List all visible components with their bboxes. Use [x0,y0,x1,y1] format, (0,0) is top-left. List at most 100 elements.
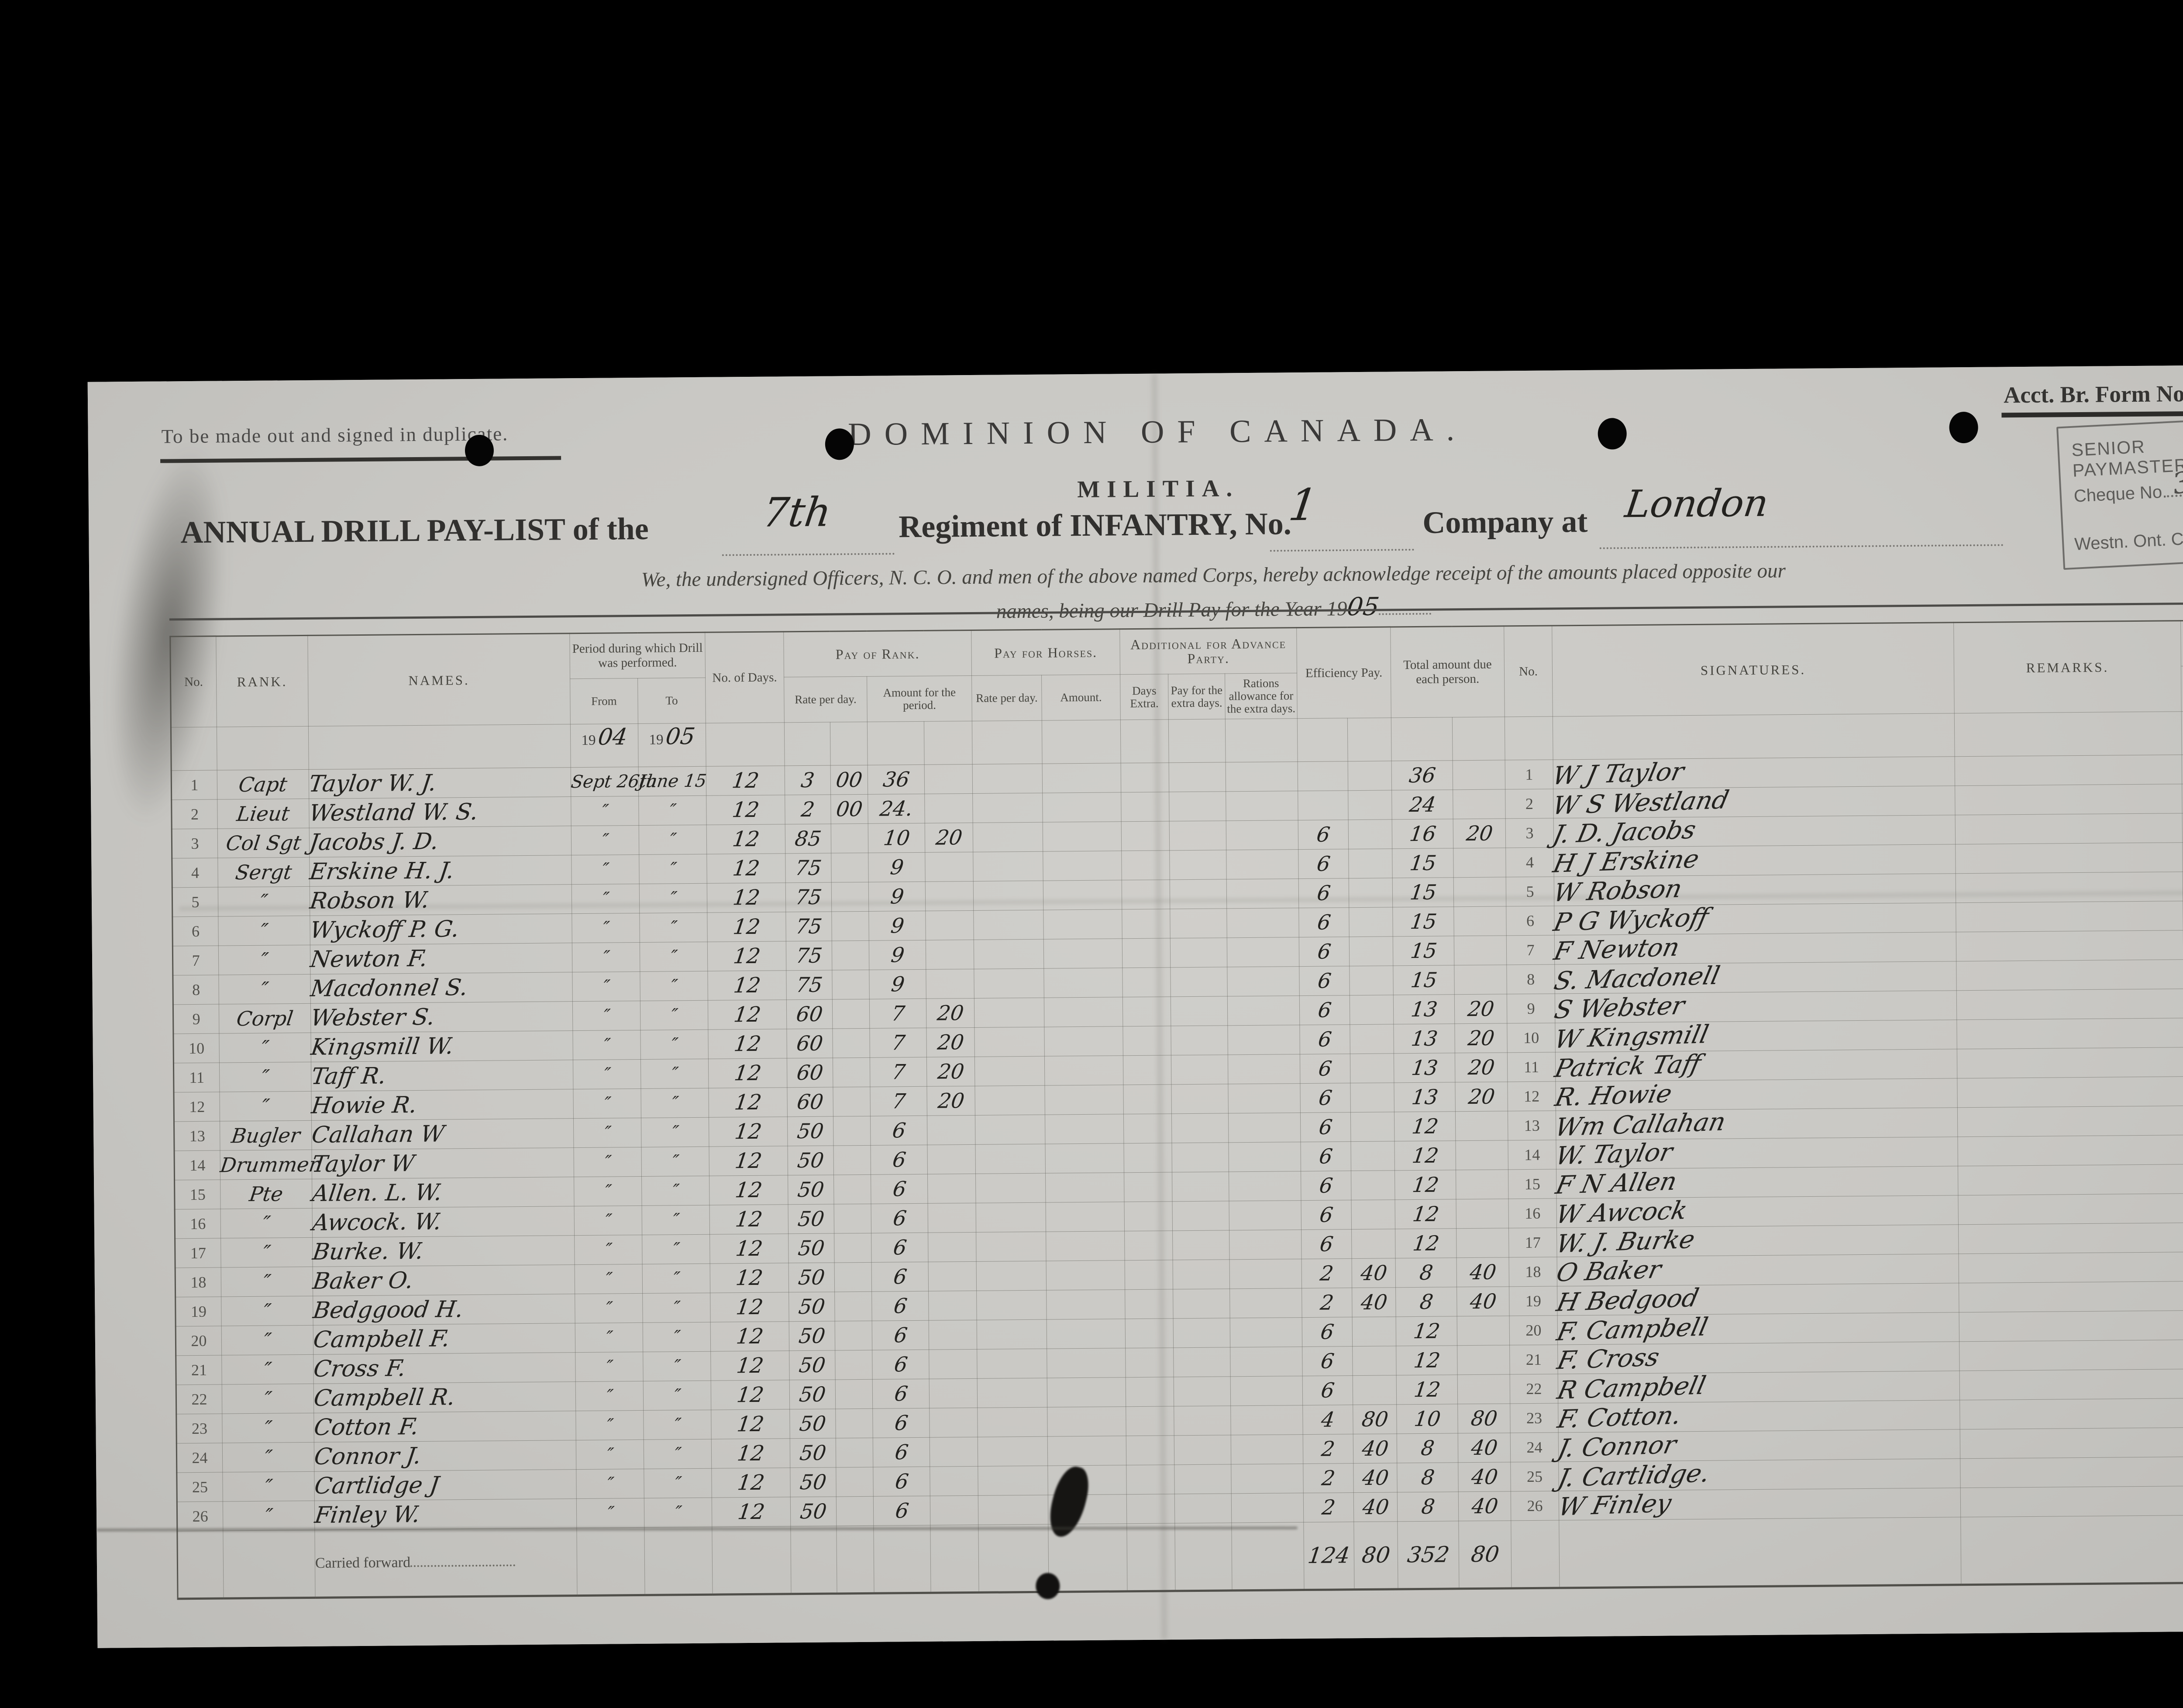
cell-signature: Patrick Taff [1552,1049,1957,1083]
cell-from: ″ [574,1205,642,1236]
cell-days: 12 [711,1467,791,1498]
cell-signature: S Webster [1552,990,1957,1024]
cell-total-cents [1456,1169,1509,1199]
cell-rate-dollars: 50 [788,1291,835,1322]
cell-row-number-right: 12 [1507,1081,1556,1111]
cell-horses-rate [978,1495,1048,1525]
cell-amount-dollars: 24. [868,794,925,824]
cell-pay-extra [1171,1054,1228,1085]
cell-efficiency-cents [1350,1141,1395,1171]
cell-to: ″ [643,1351,711,1381]
header-deductions: DEDUCTIONS. [2180,620,2183,666]
cell-rate-dollars: 50 [789,1350,836,1380]
cell-horses-amount [1045,1172,1125,1203]
cell-horses-amount [1046,1231,1125,1261]
cell-days: 12 [711,1380,790,1410]
cell-efficiency-dollars: 6 [1301,1200,1352,1230]
cell-total-cents: 40 [1458,1491,1511,1521]
cell-efficiency-cents: 40 [1352,1287,1396,1317]
cell-rate-cents [836,1438,873,1467]
cell-from: Sept 26th [570,767,659,797]
cell-rations [1228,1142,1301,1172]
cell-pay-extra [1172,1230,1230,1260]
cell-name: Finley W. [313,1498,577,1530]
punch-hole [465,434,494,467]
cell-efficiency-dollars: 6 [1299,937,1350,967]
cell-rate-dollars: 50 [788,1204,834,1234]
cell-rank: Col Sgt [217,828,310,858]
cell-remarks [1958,1222,2183,1254]
cell-amount-dollars: 6 [872,1379,930,1409]
cell-days-extra [1123,1113,1172,1143]
cell-rate-dollars: 60 [786,999,833,1029]
cell-amount-cents [930,1466,978,1496]
cell-efficiency-cents [1351,1170,1395,1200]
cell-days-extra [1126,1406,1174,1436]
cell-rations [1226,908,1299,938]
cell-days: 12 [711,1438,790,1469]
cell-signature: F. Cotton. [1555,1400,1960,1434]
cell-horses-rate [977,1407,1048,1437]
cell-remarks [1958,1164,2183,1195]
cell-rate-dollars: 85 [785,824,831,854]
cell-rank: Bugler [220,1120,312,1151]
cell-days: 12 [707,970,787,1001]
title-part-2: Regiment of INFANTRY, No. [899,506,1292,544]
cell-row-number: 4 [172,858,218,888]
cell-row-number-right: 23 [1510,1403,1559,1433]
cell-row-number-right: 6 [1506,906,1555,936]
cell-days-extra [1122,879,1170,909]
cell-remarks [1957,1076,2183,1108]
cell-horses-amount [1042,792,1122,823]
cell-amount-dollars: 10 [868,823,925,853]
cell-horses-amount [1047,1436,1126,1466]
cell-signature: R. Howie [1553,1078,1958,1112]
cell-horses-amount [1046,1202,1125,1232]
cell-name: Webster S. [309,1001,573,1033]
cell-name: Cross F. [312,1352,576,1384]
header-horses-rate: Rate per day. [971,675,1042,721]
cell-amount-dollars: 9 [869,969,926,999]
cell-days-extra [1121,821,1170,851]
cell-rank: ″ [222,1384,314,1414]
header-deductions-note: These columns for use of Camp or Distric… [2181,665,2183,712]
cell-days-extra [1121,792,1170,822]
cell-to: ″ [639,854,707,884]
cell-row-number-right: 7 [1506,935,1555,965]
cell-efficiency-cents [1348,761,1392,791]
cell-row-number: 18 [175,1267,221,1297]
cell-days: 12 [706,824,785,854]
cell-to: ″ [642,1205,710,1235]
cell-rate-dollars: 60 [786,1029,833,1058]
cell-horses-amount [1043,851,1122,881]
header-rations: Rations allowance for the extra days. [1225,673,1298,719]
dominion-title: DOMINION OF CANADA. [847,412,1468,453]
cell-name: Campbell F. [312,1323,575,1355]
cell-rations [1230,1376,1303,1406]
cell-pay-extra [1171,1142,1229,1172]
cell-name: Taylor W. J. [307,767,571,799]
cell-remarks [1956,1018,2183,1049]
cell-signature: Wm Callahan [1553,1107,1958,1142]
header-remarks: REMARKS. [1953,620,2182,713]
cell-horses-amount [1047,1319,1126,1349]
cell-amount-dollars: 6 [871,1203,928,1233]
cell-horses-rate [973,910,1044,940]
cell-from: ″ [572,884,640,914]
cell-horses-rate [974,1085,1045,1116]
cell-rank: ″ [222,1442,314,1473]
cell-amount-cents [927,1115,975,1145]
cell-efficiency-dollars: 2 [1302,1288,1353,1318]
cell-amount-cents [928,1232,977,1262]
cell-rate-cents [831,853,869,883]
cell-row-number-right: 19 [1509,1286,1558,1316]
cell-to: ″ [639,913,708,943]
cell-days-extra [1126,1435,1174,1465]
cell-rate-dollars: 50 [790,1496,837,1526]
cell-pay-extra [1171,1025,1228,1055]
cell-days-extra [1125,1347,1174,1377]
cell-rations [1231,1464,1304,1494]
cell-rate-dollars: 3 [785,765,831,795]
cell-pay-extra [1174,1435,1231,1465]
cell-horses-rate [977,1319,1047,1350]
